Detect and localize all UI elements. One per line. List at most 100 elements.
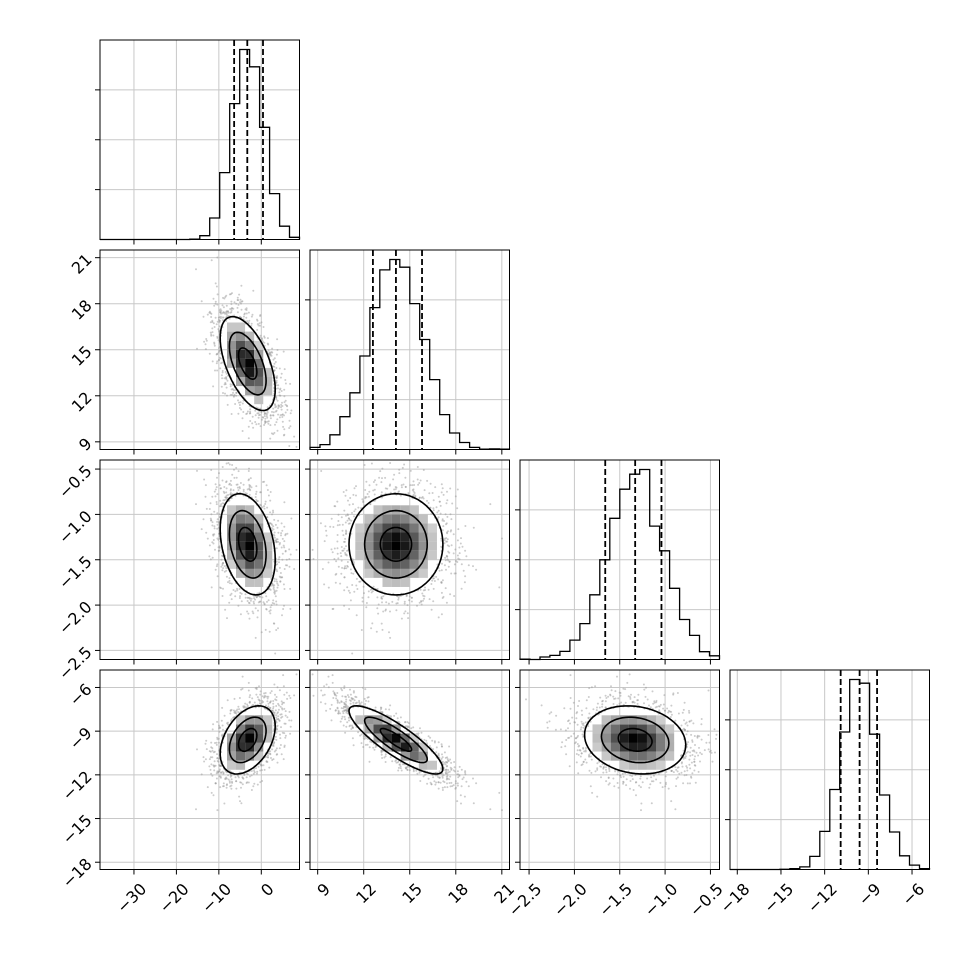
scatter-point — [281, 731, 284, 734]
scatter-point — [195, 503, 197, 506]
scatter-point — [252, 426, 255, 429]
histogram-panel-0 — [95, 39, 301, 245]
scatter-point — [218, 775, 221, 778]
scatter-point — [625, 784, 628, 787]
scatter-point — [690, 761, 693, 764]
density-cell — [227, 532, 237, 542]
scatter-point — [225, 784, 228, 787]
scatter-point — [403, 602, 406, 605]
scatter-point — [220, 565, 223, 568]
scatter-point — [441, 776, 444, 779]
scatter-point — [345, 700, 347, 703]
scatter-point — [246, 488, 249, 491]
contour-level-2 — [600, 716, 670, 764]
scatter-point — [249, 775, 251, 778]
scatter-point — [446, 772, 449, 775]
scatter-point — [247, 470, 250, 472]
density-cell — [409, 733, 419, 743]
scatter-point — [428, 492, 431, 495]
scatter-point — [203, 478, 206, 481]
scatter-point — [629, 774, 632, 777]
scatter-point — [242, 483, 245, 486]
scatter-point — [257, 422, 260, 425]
density-cell — [236, 559, 246, 569]
scatter-point — [273, 531, 276, 534]
scatter-point — [274, 652, 277, 655]
contour-level-3 — [219, 315, 277, 412]
scatter-point — [412, 490, 415, 493]
scatter-point — [249, 489, 252, 492]
scatter-panel-1-0 — [95, 249, 300, 455]
scatter-point — [321, 568, 324, 570]
scatter-point — [216, 563, 219, 566]
scatter-point — [619, 694, 622, 697]
scatter-point — [348, 503, 351, 506]
scatter-point — [674, 766, 677, 769]
scatter-point — [699, 751, 702, 754]
scatter-point — [601, 703, 604, 706]
scatter-point — [643, 688, 646, 691]
scatter-point — [269, 437, 272, 440]
scatter-point — [259, 600, 262, 603]
scatter-point — [227, 493, 230, 496]
scatter-point — [208, 508, 211, 510]
scatter-point — [228, 780, 231, 783]
scatter-point — [452, 533, 455, 536]
scatter-point — [454, 782, 457, 785]
scatter-point — [283, 501, 286, 504]
scatter-point — [211, 728, 214, 731]
scatter-point — [255, 493, 257, 495]
scatter-point — [323, 685, 326, 688]
scatter-point — [221, 595, 224, 597]
scatter-point — [429, 506, 432, 509]
scatter-point — [418, 497, 421, 499]
scatter-point — [345, 725, 348, 728]
scatter-point — [440, 569, 443, 572]
scatter-point — [241, 430, 244, 432]
scatter-point — [250, 486, 253, 489]
scatter-point — [340, 572, 343, 575]
scatter-point — [211, 774, 214, 777]
scatter-point — [653, 774, 655, 777]
scatter-point — [269, 424, 272, 427]
scatter-point — [464, 773, 467, 776]
scatter-point — [367, 590, 370, 593]
scatter-point — [271, 748, 274, 751]
y-tick-label: −1.0 — [55, 507, 96, 548]
scatter-point — [229, 393, 232, 396]
scatter-point — [265, 755, 268, 758]
scatter-point — [450, 529, 453, 532]
density-cell — [364, 550, 374, 560]
scatter-point — [225, 315, 228, 318]
scatter-point — [624, 701, 627, 704]
scatter-point — [682, 757, 685, 760]
scatter-point — [596, 767, 599, 770]
scatter-point — [694, 755, 696, 758]
scatter-point — [605, 768, 607, 771]
scatter-point — [661, 786, 664, 789]
scatter-point — [238, 407, 241, 409]
scatter-point — [443, 539, 446, 542]
scatter-point — [444, 556, 447, 559]
scatter-point — [627, 695, 630, 698]
scatter-point — [460, 587, 463, 590]
scatter-point — [275, 603, 278, 606]
density-cell — [254, 514, 264, 524]
scatter-point — [253, 597, 256, 600]
scatter-point — [286, 405, 289, 408]
scatter-point — [272, 414, 274, 417]
scatter-point — [221, 316, 224, 319]
scatter-point — [418, 482, 421, 484]
scatter-point — [269, 522, 272, 525]
scatter-point — [261, 780, 264, 782]
scatter-point — [349, 497, 352, 499]
scatter-point — [450, 572, 453, 575]
scatter-point — [269, 511, 272, 514]
scatter-point — [275, 367, 278, 369]
scatter-point — [379, 470, 382, 473]
density-cell — [418, 541, 428, 551]
scatter-point — [453, 572, 456, 575]
scatter-point — [276, 538, 279, 541]
scatter-point — [277, 718, 280, 721]
density-cell — [400, 541, 410, 551]
